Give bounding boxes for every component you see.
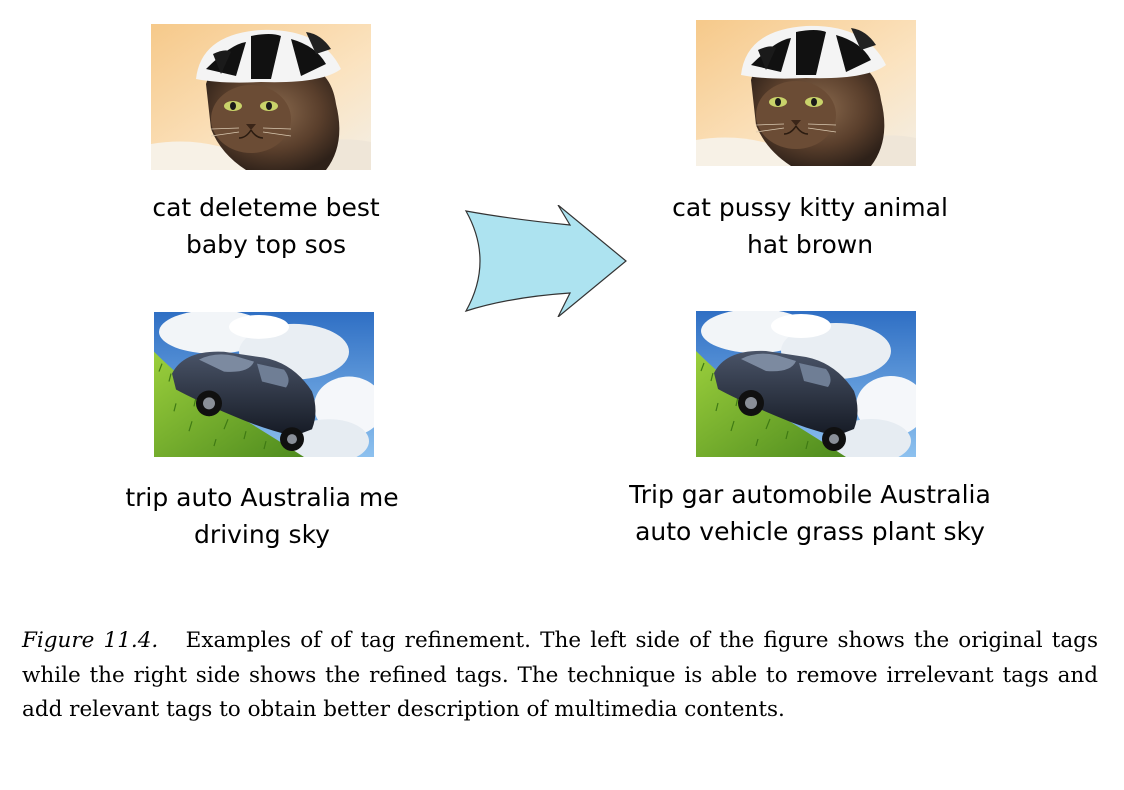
- tag-line: Trip gar automobile Australia: [629, 480, 991, 509]
- caption-text: Examples of of tag refinement. The left …: [22, 628, 1098, 722]
- tag-line: trip auto Australia me: [125, 483, 399, 512]
- original-car-tags: trip auto Australia me driving sky: [107, 479, 417, 553]
- figure-caption: Figure 11.4. Examples of of tag refineme…: [22, 624, 1098, 728]
- right-arrow-icon: [460, 204, 630, 318]
- tag-line: hat brown: [746, 230, 874, 259]
- caption-label: Figure 11.4.: [22, 628, 159, 653]
- tag-line: cat pussy kitty animal: [672, 193, 948, 222]
- cat-photo-icon: [151, 24, 371, 170]
- tag-line: baby top sos: [185, 230, 347, 259]
- car-photo-icon: [696, 311, 916, 457]
- refined-car-image: [696, 311, 916, 457]
- original-cat-image: [151, 24, 371, 170]
- tag-line: driving sky: [194, 520, 330, 549]
- refined-car-tags: Trip gar automobile Australia auto vehic…: [600, 476, 1020, 550]
- car-photo-icon: [154, 312, 374, 457]
- original-car-image: [154, 312, 374, 457]
- refined-cat-tags: cat pussy kitty animal hat brown: [640, 189, 980, 263]
- cat-photo-icon: [696, 20, 916, 166]
- tag-line: auto vehicle grass plant sky: [635, 517, 985, 546]
- original-cat-tags: cat deleteme best baby top sos: [126, 189, 406, 263]
- tag-line: cat deleteme best: [152, 193, 380, 222]
- refined-cat-image: [696, 20, 916, 166]
